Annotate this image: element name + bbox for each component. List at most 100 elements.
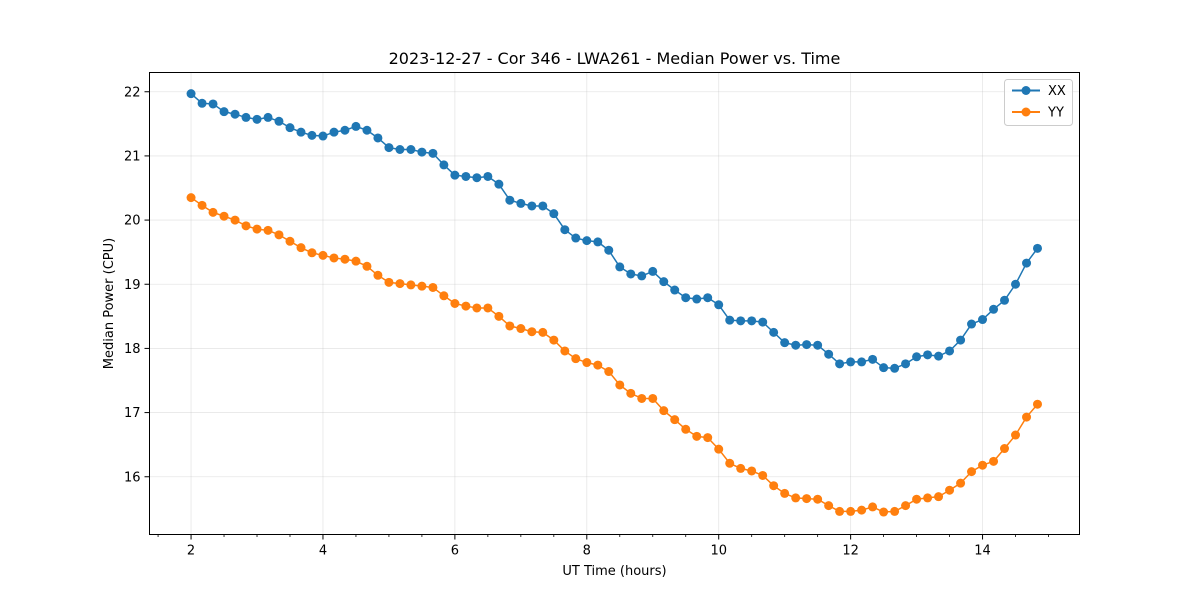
data-point-xx: [901, 359, 911, 369]
y-tick-label: 19: [124, 278, 141, 293]
data-point-yy: [824, 501, 834, 511]
data-point-xx: [637, 271, 647, 281]
data-point-xx: [593, 237, 603, 247]
y-axis-label: Median Power (CPU): [102, 238, 117, 369]
series-yy: [186, 193, 1042, 517]
y-tick-label: 22: [124, 85, 141, 100]
data-point-yy: [1022, 412, 1032, 422]
data-point-xx: [802, 340, 812, 350]
data-point-yy: [571, 354, 581, 364]
data-point-xx: [483, 171, 493, 181]
x-tick-label: 8: [583, 544, 591, 559]
data-point-xx: [879, 363, 889, 373]
data-point-xx: [230, 109, 240, 119]
data-point-yy: [296, 243, 306, 253]
data-point-xx: [945, 346, 955, 356]
data-point-xx: [1032, 243, 1042, 253]
data-point-yy: [626, 388, 636, 398]
data-point-yy: [714, 444, 724, 454]
data-point-xx: [703, 293, 713, 303]
x-tick-label: 4: [319, 544, 327, 559]
data-point-xx: [857, 357, 867, 367]
data-point-xx: [472, 173, 482, 183]
data-point-xx: [219, 107, 229, 117]
data-point-yy: [692, 431, 702, 441]
data-point-xx: [571, 233, 581, 243]
data-point-xx: [978, 315, 988, 325]
data-point-yy: [593, 360, 603, 370]
data-point-xx: [450, 170, 460, 180]
data-point-yy: [384, 277, 394, 287]
data-point-xx: [791, 340, 801, 350]
y-tick-label: 20: [124, 214, 141, 229]
data-point-yy: [428, 282, 438, 292]
data-point-yy: [681, 424, 691, 434]
data-point-yy: [637, 393, 647, 403]
data-point-xx: [538, 201, 548, 211]
data-point-xx: [560, 225, 570, 235]
data-point-xx: [626, 269, 636, 279]
data-point-yy: [901, 501, 911, 511]
data-point-xx: [186, 89, 196, 99]
data-point-yy: [1032, 399, 1042, 409]
data-point-yy: [549, 335, 559, 345]
data-point-yy: [769, 481, 779, 491]
data-point-xx: [329, 127, 339, 137]
data-point-xx: [736, 316, 746, 326]
data-point-yy: [967, 467, 977, 477]
data-point-yy: [340, 254, 350, 264]
data-point-yy: [659, 406, 669, 416]
y-tick-label: 18: [124, 342, 141, 357]
data-point-xx: [934, 351, 944, 361]
data-point-yy: [516, 324, 526, 334]
data-point-yy: [494, 311, 504, 321]
data-point-xx: [461, 171, 471, 181]
data-point-xx: [263, 112, 273, 122]
data-point-xx: [824, 349, 834, 359]
data-point-yy: [747, 466, 757, 476]
data-point-xx: [923, 350, 933, 360]
data-point-xx: [417, 147, 427, 157]
data-point-yy: [736, 463, 746, 473]
data-point-xx: [406, 145, 416, 154]
data-point-yy: [417, 281, 427, 291]
data-point-xx: [296, 127, 306, 137]
data-point-xx: [769, 327, 779, 337]
data-point-yy: [758, 470, 768, 480]
data-point-xx: [527, 201, 537, 211]
data-point-xx: [648, 266, 658, 276]
data-point-xx: [494, 179, 504, 189]
data-point-yy: [252, 224, 262, 234]
data-point-yy: [197, 200, 207, 210]
data-point-xx: [813, 340, 823, 350]
data-point-yy: [527, 327, 537, 337]
data-point-xx: [505, 195, 515, 205]
data-point-xx: [1022, 258, 1032, 268]
data-point-yy: [879, 507, 889, 517]
data-point-yy: [329, 253, 339, 263]
data-point-yy: [538, 327, 548, 337]
legend-label-xx: XX: [1048, 84, 1066, 99]
data-point-yy: [362, 261, 372, 271]
data-point-yy: [208, 207, 218, 217]
data-point-yy: [868, 502, 878, 512]
legend-marker-xx: [1021, 86, 1031, 95]
legend: XX YY: [1004, 79, 1073, 126]
data-point-yy: [406, 280, 416, 290]
data-point-yy: [241, 221, 251, 231]
plot-frame: [149, 72, 1080, 535]
data-point-yy: [318, 250, 328, 260]
data-point-yy: [670, 415, 680, 425]
data-point-yy: [1000, 444, 1010, 454]
x-tick-label: 12: [842, 544, 859, 559]
data-point-yy: [582, 358, 592, 368]
data-point-yy: [505, 321, 515, 331]
data-point-yy: [285, 236, 295, 246]
data-point-yy: [934, 492, 944, 502]
data-point-xx: [340, 125, 350, 135]
chart-title: 2023-12-27 - Cor 346 - LWA261 - Median P…: [389, 49, 841, 68]
data-point-xx: [659, 277, 669, 287]
data-point-xx: [241, 112, 251, 122]
data-point-yy: [956, 478, 966, 488]
